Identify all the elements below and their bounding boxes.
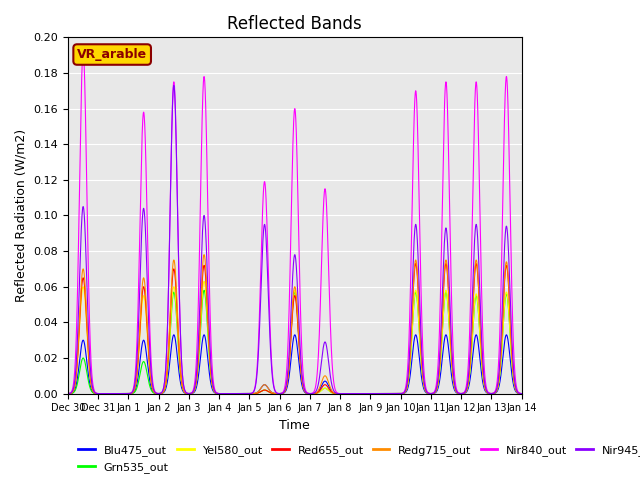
Grn535_out [277,391,285,396]
Nir945_out [422,386,429,392]
Redg715_out [277,391,285,396]
Yel580_out [277,391,285,396]
Yel580_out [517,391,525,396]
Nir840_out [64,391,72,396]
Line: Yel580_out: Yel580_out [68,281,522,394]
Yel580_out [518,391,525,396]
Blu475_out [371,391,378,396]
Text: VR_arable: VR_arable [77,48,147,61]
Blu475_out [517,391,525,396]
Y-axis label: Reflected Radiation (W/m2): Reflected Radiation (W/m2) [15,129,28,302]
Yel580_out [371,391,379,396]
Red655_out [396,391,404,396]
Nir945_out [277,391,285,396]
Grn535_out [146,382,154,388]
Red655_out [366,391,374,396]
Yel580_out [64,391,72,396]
Legend: Blu475_out, Grn535_out, Yel580_out, Red655_out, Redg715_out, Nir840_out, Nir945_: Blu475_out, Grn535_out, Yel580_out, Red6… [74,441,640,477]
Red655_out [64,391,72,396]
Line: Red655_out: Red655_out [68,264,522,394]
Grn535_out [64,391,72,396]
Nir840_out [371,391,379,396]
Nir840_out [146,319,154,325]
Nir840_out [277,390,285,396]
Redg715_out [422,387,429,393]
Redg715_out [366,391,374,396]
Red655_out [518,391,525,396]
Line: Grn535_out: Grn535_out [68,290,522,394]
Yel580_out [146,365,154,371]
Blu475_out [396,391,404,396]
Red655_out [277,391,285,396]
Line: Nir840_out: Nir840_out [68,51,522,394]
Nir945_out [64,391,72,396]
Nir945_out [371,391,379,396]
Blu475_out [422,389,429,395]
Redg715_out [517,391,525,396]
Nir945_out [170,83,178,88]
Blu475_out [146,376,154,382]
Nir840_out [422,383,429,389]
Nir945_out [518,391,525,396]
Nir945_out [517,391,525,396]
Grn535_out [366,391,374,396]
Blu475_out [277,391,285,396]
Line: Redg715_out: Redg715_out [68,255,522,394]
Nir840_out [79,48,87,54]
Blu475_out [518,391,525,396]
Nir945_out [396,391,404,396]
Yel580_out [366,391,374,396]
Line: Nir945_out: Nir945_out [68,85,522,394]
Red655_out [146,362,154,368]
Nir840_out [367,391,374,396]
Red655_out [472,261,480,266]
Grn535_out [371,391,379,396]
Grn535_out [517,391,525,396]
Grn535_out [518,391,525,396]
Nir945_out [366,391,374,396]
Blu475_out [64,391,72,396]
Redg715_out [371,391,379,396]
Red655_out [422,387,429,393]
Yel580_out [396,391,404,396]
Red655_out [371,391,378,396]
Red655_out [517,391,525,396]
Redg715_out [64,391,72,396]
Line: Blu475_out: Blu475_out [68,335,522,394]
Yel580_out [422,388,429,394]
Redg715_out [518,391,525,396]
Redg715_out [146,360,154,366]
X-axis label: Time: Time [280,419,310,432]
Nir840_out [518,391,525,396]
Nir840_out [517,391,525,396]
Grn535_out [396,391,404,396]
Redg715_out [396,391,404,396]
Grn535_out [422,388,429,394]
Title: Reflected Bands: Reflected Bands [227,15,362,33]
Blu475_out [366,391,374,396]
Grn535_out [200,288,208,293]
Nir945_out [146,341,154,347]
Blu475_out [502,332,510,338]
Yel580_out [200,278,208,284]
Redg715_out [200,252,208,258]
Nir840_out [396,391,404,396]
